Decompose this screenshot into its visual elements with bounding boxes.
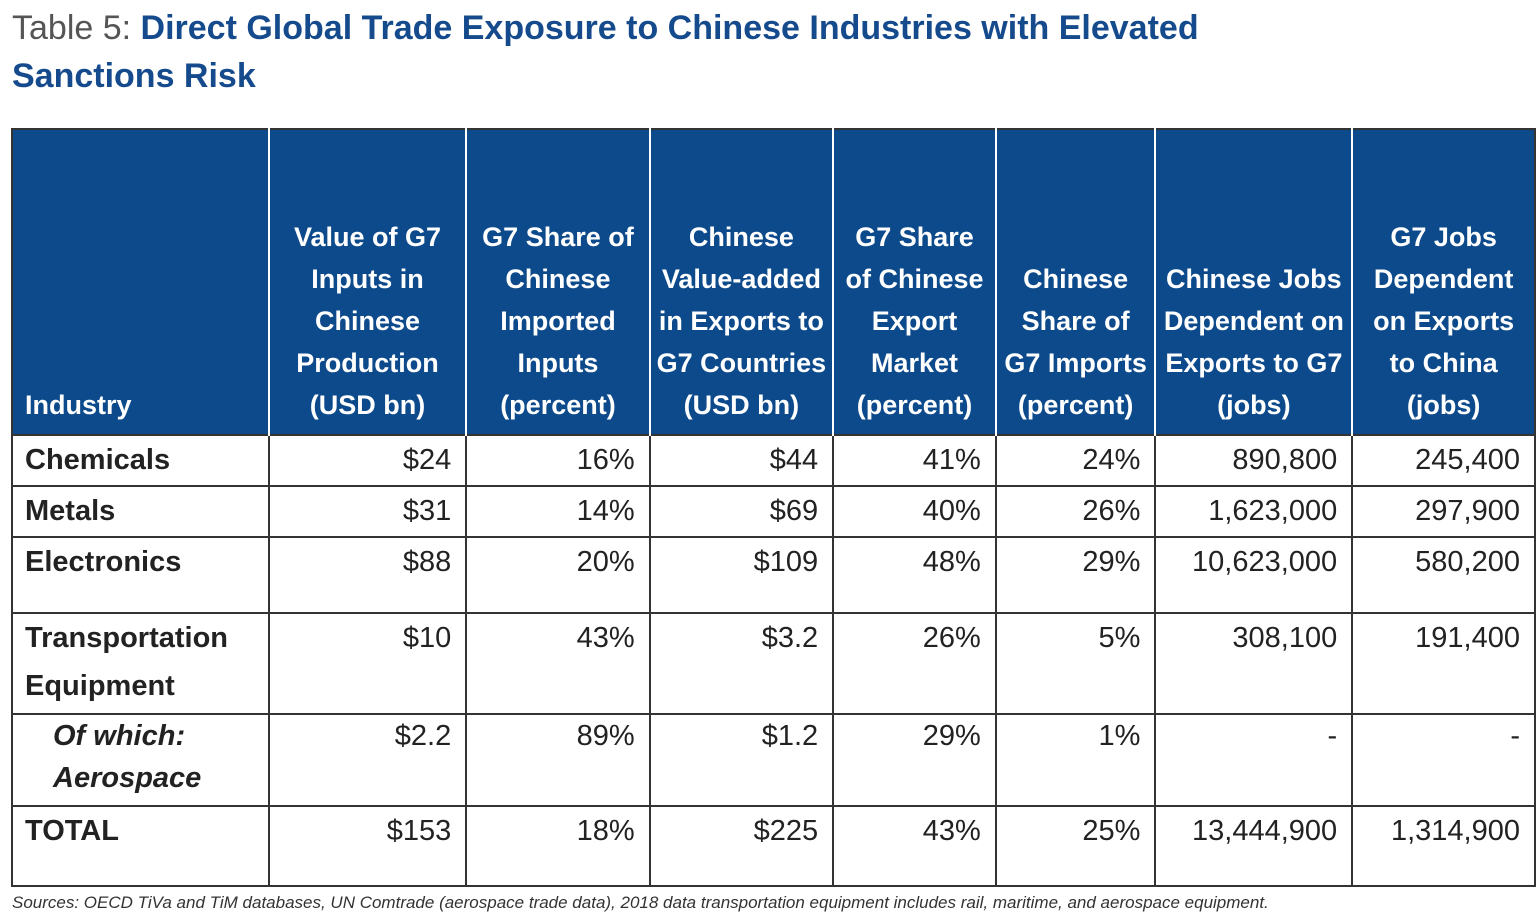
table-cell: 89% [465,713,651,807]
table-cell: 245,400 [1351,434,1536,487]
table-row: TOTAL $153 18% $225 43% 25% 13,444,900 1,314,90… [11,805,1536,887]
table-cell: 26% [994,485,1157,538]
row-label: Electronics [11,536,270,614]
table-cell: $2.2 [267,713,468,807]
footnote: Sources: OECD TiVa and TiM databases, UN… [12,893,1269,912]
table-cell: 297,900 [1351,485,1536,538]
table-caption: Direct Global Trade Exposure to Chinese … [12,9,1199,95]
table-row: Of which: Aerospace $2.2 89% $1.2 29% 1% - - [11,713,1536,807]
header-row: Industry Value of G7 Inputs in Chinese Pr… [12,129,1535,435]
column-header: G7 Jobs Dependent on Exports to China (j… [1352,129,1535,435]
table-cell: - [1351,713,1536,807]
table-cell: 191,400 [1351,612,1536,715]
table-cell: $10 [267,612,468,715]
table-cell: 29% [832,713,997,807]
table-cell: 890,800 [1154,434,1354,487]
table-cell: 10,623,000 [1154,536,1354,614]
table-cell: 48% [832,536,997,614]
table-cell: 308,100 [1154,612,1354,715]
table-cell: 5% [994,612,1157,715]
table-cell: 43% [832,805,997,887]
table-cell: 1% [994,713,1157,807]
table-cell: 26% [832,612,997,715]
row-label: Transportation Equipment [11,612,270,715]
table-cell: $69 [648,485,835,538]
table-cell: 41% [832,434,997,487]
column-header: Industry [12,129,270,435]
trade-exposure-table: Industry Value of G7 Inputs in Chinese Pr… [11,128,1536,887]
table-row: Transportation Equipment $10 43% $3.2 26% 5% 3… [11,612,1536,715]
row-label: Metals [11,485,270,538]
table-cell: 18% [465,805,651,887]
table-cell: 1,314,900 [1351,805,1536,887]
table-cell: 25% [994,805,1157,887]
table-cell: $3.2 [648,612,835,715]
table-row: Metals $31 14% $69 40% 26% 1,623,000 297,900 [11,485,1536,538]
table-cell: 24% [994,434,1157,487]
table-cell: 29% [994,536,1157,614]
table-row: Electronics $88 20% $109 48% 29% 10,623,000 580… [11,536,1536,614]
table-cell: 13,444,900 [1154,805,1354,887]
table-cell: 43% [465,612,651,715]
column-header: Chinese Jobs Dependent on Exports to G7 … [1155,129,1354,435]
table-cell: $109 [648,536,835,614]
row-label: Of which: Aerospace [11,713,270,807]
table-cell: $153 [267,805,468,887]
table-cell: 20% [465,536,651,614]
table-cell: 580,200 [1351,536,1536,614]
table-cell: $24 [267,434,468,487]
table-cell: 16% [465,434,651,487]
row-label: TOTAL [11,805,270,887]
column-header: Chinese Share of G7 Imports (percent) [995,129,1157,435]
table-cell: - [1154,713,1354,807]
table-cell: 1,623,000 [1154,485,1354,538]
table-cell: $88 [267,536,468,614]
row-label: Chemicals [11,434,270,487]
table-cell: $1.2 [648,713,835,807]
table-cell: 14% [465,485,651,538]
table-cell: 40% [832,485,997,538]
table-number: Table 5: [12,9,141,47]
column-header: G7 Share of Chinese Export Market (perce… [833,129,997,435]
table-cell: $31 [267,485,468,538]
column-header: Chinese Value-added in Exports to G7 Cou… [649,129,835,435]
table-row: Chemicals $24 16% $44 41% 24% 890,800 245,400 [11,434,1536,487]
column-header: Value of G7 Inputs in Chinese Production… [268,129,468,435]
table-cell: $225 [648,805,835,887]
column-header: G7 Share of Chinese Imported Inputs (per… [466,129,651,435]
table-cell: $44 [648,434,835,487]
table-title: Table 5: Direct Global Trade Exposure to… [12,4,1212,100]
